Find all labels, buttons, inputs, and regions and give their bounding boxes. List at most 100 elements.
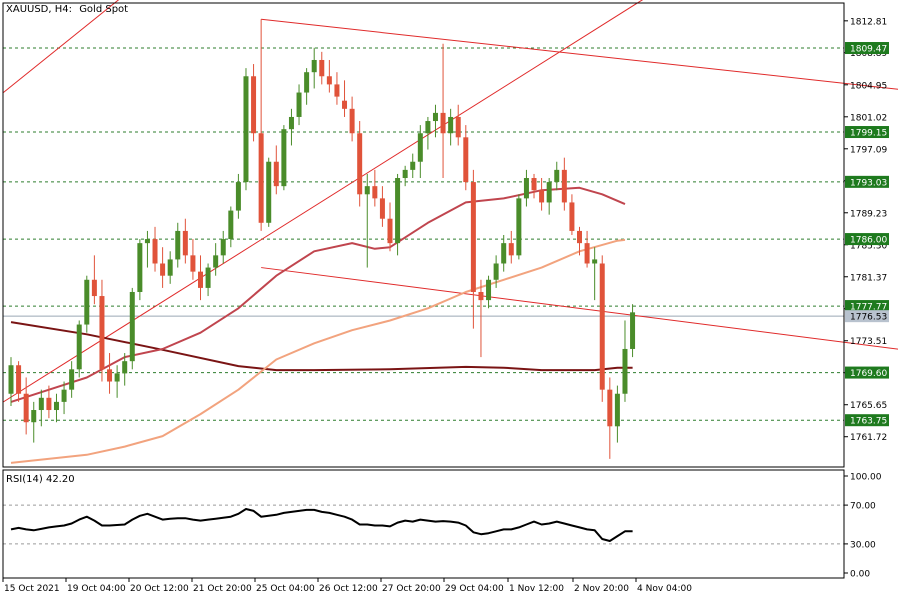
level-tag-label: 1777.77 [850, 303, 887, 313]
time-axis: 15 Oct 2021 19 Oct 04:00 20 Oct 12:00 21 Oc… [2, 578, 692, 594]
candle [539, 178, 545, 211]
candle [281, 125, 287, 191]
candle [372, 169, 378, 207]
candle [107, 353, 113, 394]
level-tag-label: 1769.60 [850, 369, 887, 379]
candle [84, 275, 90, 333]
candle-body [342, 100, 348, 109]
candle-body [455, 116, 461, 138]
candle [486, 275, 492, 309]
candle-body [410, 161, 416, 170]
trendlines[interactable] [3, 0, 898, 403]
time-tick-label: 21 Oct 20:00 [193, 584, 252, 594]
candles [8, 19, 636, 459]
candle [319, 51, 325, 85]
candle-body [23, 393, 29, 423]
candle [311, 47, 317, 89]
candle [470, 169, 476, 329]
current-price-tag [845, 310, 889, 323]
candle [137, 239, 143, 301]
candle [16, 361, 22, 402]
candle-body [630, 312, 636, 349]
candle-body [53, 401, 59, 411]
candle [152, 226, 158, 272]
candle [508, 230, 514, 264]
price-tick-label: 1773.51 [850, 337, 887, 347]
candle [198, 255, 203, 301]
candle-body [107, 369, 113, 382]
level-tag-label: 1799.15 [850, 129, 887, 139]
time-tick-label: 2 Nov 20:00 [574, 584, 629, 594]
price-tick-label: 1789.23 [850, 209, 887, 219]
candle [160, 247, 166, 288]
price-axis: 1812.81 1808.89 1804.95 1801.02 1797.09 1793.… [844, 17, 889, 580]
candle [205, 263, 211, 297]
candle-body [198, 271, 203, 288]
rsi-tick-label: 30.00 [850, 540, 876, 550]
trendline[interactable] [261, 267, 898, 353]
candle-body [190, 255, 196, 272]
price-tick-label: 1765.65 [850, 401, 887, 411]
level-tag [845, 300, 889, 313]
candle-body [319, 59, 325, 77]
candle-body [516, 198, 522, 256]
candle-body [129, 291, 135, 362]
candle-body [137, 243, 143, 292]
candle [334, 72, 340, 105]
price-tick-label: 1781.37 [850, 273, 887, 283]
candle-body [258, 133, 264, 223]
candle-body [599, 263, 605, 390]
candle [523, 169, 529, 207]
candle-body [235, 182, 241, 211]
candle-body [167, 259, 173, 276]
candle [144, 230, 150, 268]
candle [175, 222, 181, 268]
time-tick-label: 4 Nov 04:00 [637, 584, 692, 594]
candle-body [281, 129, 287, 187]
candle [76, 320, 82, 378]
candle [8, 357, 14, 406]
candle-body [622, 348, 628, 394]
candle-body [213, 255, 219, 268]
time-tick-label: 19 Oct 04:00 [67, 584, 126, 594]
candle [46, 385, 52, 419]
candle-body [304, 72, 310, 93]
candle-body [266, 161, 272, 223]
candle-body [251, 76, 257, 134]
level-tag [845, 233, 889, 246]
trendline[interactable] [261, 18, 898, 92]
candle-body [296, 92, 302, 117]
candle [69, 361, 75, 398]
candle [296, 84, 302, 126]
candle [23, 377, 29, 435]
candle [364, 173, 370, 268]
trendline[interactable] [3, 0, 185, 93]
time-tick-label: 25 Oct 04:00 [256, 584, 315, 594]
candle [243, 68, 249, 191]
candle [614, 385, 620, 443]
time-tick-label: 1 Nov 12:00 [509, 584, 564, 594]
candle-body [607, 389, 613, 427]
candle [122, 353, 128, 386]
candle [91, 255, 97, 305]
candle [61, 381, 67, 415]
candle-body [372, 186, 378, 199]
candle [630, 304, 636, 358]
candle [599, 255, 605, 402]
candle [584, 230, 590, 268]
trendline[interactable] [3, 0, 753, 403]
candle-body [99, 296, 105, 370]
candle [53, 393, 59, 423]
rsi-line [10, 508, 633, 542]
candle-body [182, 230, 188, 256]
candle-body [84, 279, 90, 325]
candle [357, 121, 363, 207]
candle-body [243, 76, 249, 183]
candle-body [432, 112, 438, 122]
candle [432, 104, 438, 138]
candle-body [38, 397, 44, 411]
chart-title: XAUUSD, H4: Gold Spot [6, 4, 128, 15]
candle-body [228, 210, 234, 240]
candle-body [114, 373, 120, 382]
